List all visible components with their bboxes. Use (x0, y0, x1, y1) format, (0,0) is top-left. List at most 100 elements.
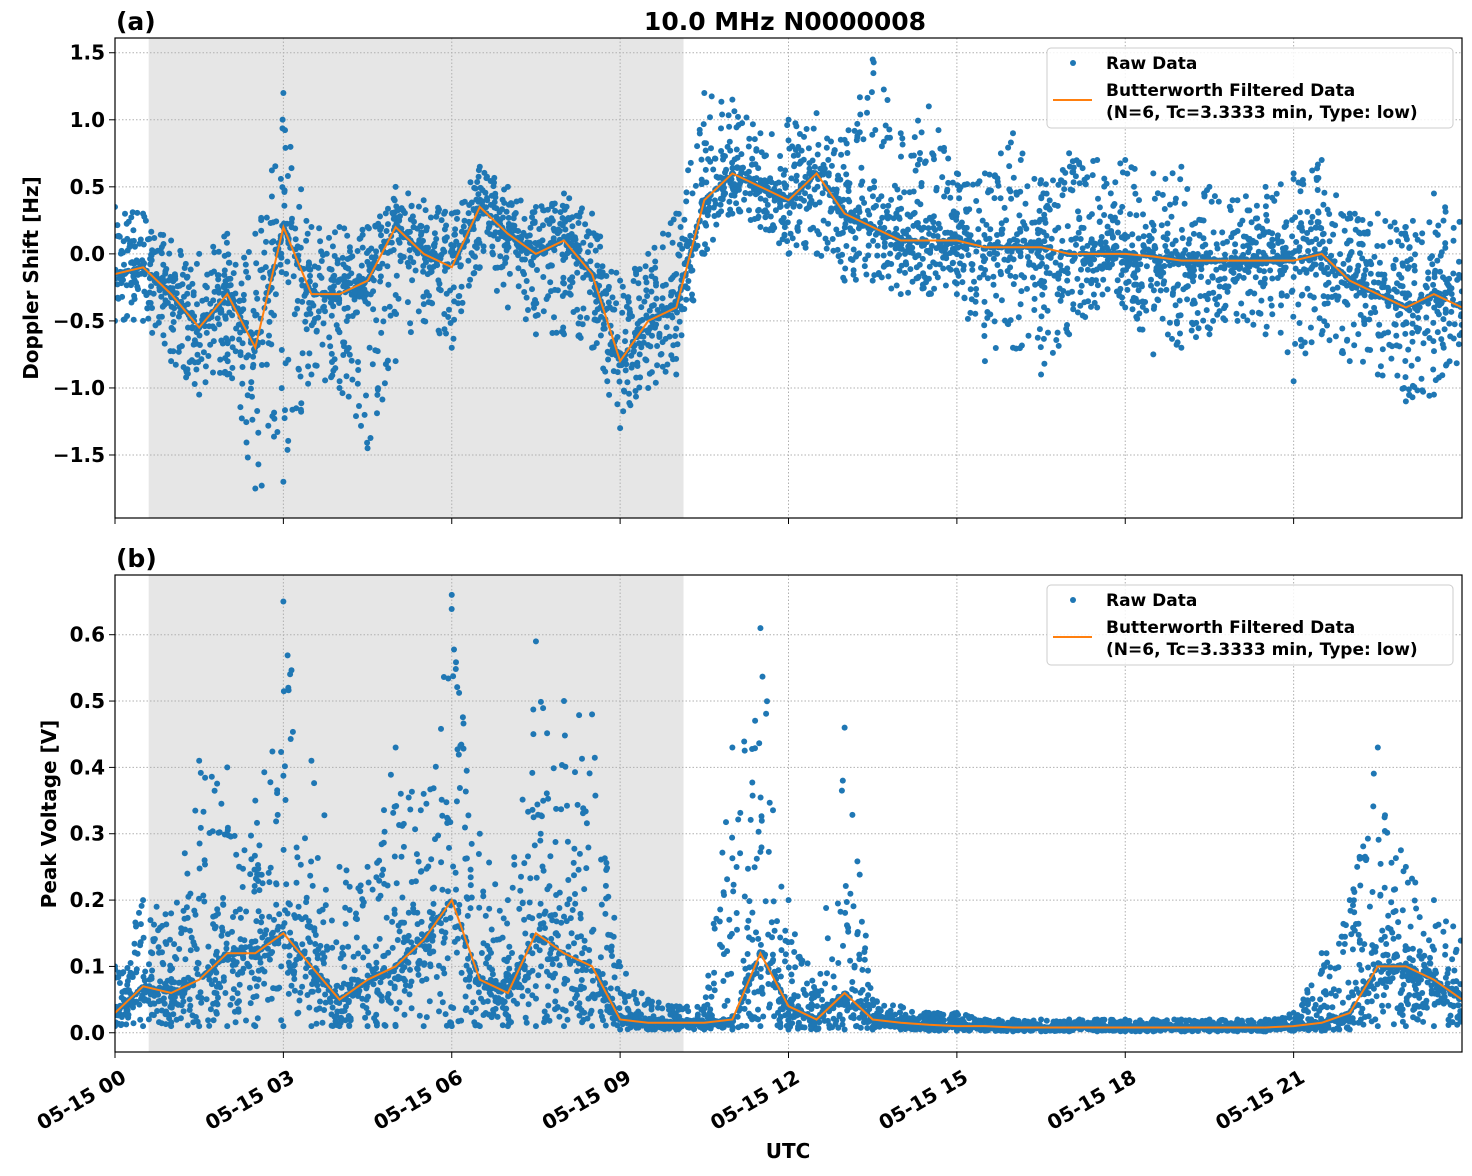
raw-data-point (1235, 197, 1241, 203)
raw-data-point (359, 263, 365, 269)
raw-data-point (368, 435, 374, 441)
raw-data-point (1361, 321, 1367, 327)
raw-data-point (251, 889, 257, 895)
raw-data-point (633, 361, 639, 367)
raw-data-point (1291, 378, 1297, 384)
raw-data-point (544, 296, 550, 302)
raw-data-point (643, 275, 649, 281)
raw-data-point (574, 307, 580, 313)
raw-data-point (926, 103, 932, 109)
raw-data-point (149, 330, 155, 336)
raw-data-point (605, 349, 611, 355)
raw-data-point (641, 299, 647, 305)
raw-data-point (233, 348, 239, 354)
raw-data-point (236, 998, 242, 1004)
raw-data-point (1363, 267, 1369, 273)
raw-data-point (1411, 263, 1417, 269)
raw-data-point (202, 775, 208, 781)
raw-data-point (146, 961, 152, 967)
raw-data-point (1010, 130, 1016, 136)
raw-data-point (1253, 216, 1259, 222)
raw-data-point (282, 187, 288, 193)
raw-data-point (501, 282, 507, 288)
raw-data-point (516, 283, 522, 289)
raw-data-point (835, 209, 841, 215)
raw-data-point (1085, 267, 1091, 273)
raw-data-point (987, 251, 993, 257)
raw-data-point (241, 255, 247, 261)
raw-data-point (244, 961, 250, 967)
raw-data-point (243, 269, 249, 275)
raw-data-point (356, 403, 362, 409)
raw-data-point (129, 300, 135, 306)
raw-data-point (283, 145, 289, 151)
raw-data-point (667, 334, 673, 340)
raw-data-point (215, 315, 221, 321)
raw-data-point (146, 236, 152, 242)
raw-data-point (1314, 177, 1320, 183)
raw-data-point (659, 303, 665, 309)
raw-data-point (1419, 230, 1425, 236)
raw-data-point (340, 255, 346, 261)
raw-data-point (1295, 302, 1301, 308)
raw-data-point (815, 152, 821, 158)
raw-data-point (854, 251, 860, 257)
raw-data-point (159, 244, 165, 250)
raw-data-point (327, 343, 333, 349)
raw-data-point (344, 348, 350, 354)
raw-data-point (981, 322, 987, 328)
raw-data-point (437, 330, 443, 336)
raw-data-point (1237, 264, 1243, 270)
raw-data-point (580, 321, 586, 327)
raw-data-point (128, 971, 134, 977)
raw-data-point (982, 256, 988, 262)
raw-data-point (191, 908, 197, 914)
raw-data-point (210, 244, 216, 250)
raw-data-point (181, 908, 187, 914)
raw-data-point (853, 277, 859, 283)
raw-data-point (626, 391, 632, 397)
raw-data-point (204, 996, 210, 1002)
raw-data-point (240, 884, 246, 890)
raw-data-point (1368, 310, 1374, 316)
raw-data-point (254, 983, 260, 989)
raw-data-point (185, 894, 191, 900)
raw-data-point (382, 306, 388, 312)
raw-data-point (1261, 268, 1267, 274)
raw-data-point (210, 921, 216, 927)
raw-data-point (1105, 286, 1111, 292)
raw-data-point (1136, 311, 1142, 317)
raw-data-point (815, 184, 821, 190)
raw-data-point (647, 308, 653, 314)
raw-data-point (1382, 218, 1388, 224)
raw-data-point (1264, 218, 1270, 224)
raw-data-point (567, 277, 573, 283)
raw-data-point (1057, 286, 1063, 292)
raw-data-point (1070, 301, 1076, 307)
raw-data-point (1044, 191, 1050, 197)
raw-data-point (914, 220, 920, 226)
raw-data-point (1124, 287, 1130, 293)
raw-data-point (170, 311, 176, 317)
raw-data-point (1426, 219, 1432, 225)
raw-data-point (1443, 310, 1449, 316)
raw-data-point (1069, 289, 1075, 295)
raw-data-point (363, 393, 369, 399)
raw-data-point (954, 244, 960, 250)
raw-data-point (1424, 285, 1430, 291)
raw-data-point (186, 284, 192, 290)
raw-data-point (252, 883, 258, 889)
raw-data-point (1415, 356, 1421, 362)
raw-data-point (458, 308, 464, 314)
raw-data-point (158, 294, 164, 300)
raw-data-point (874, 253, 880, 259)
raw-data-point (258, 228, 264, 234)
raw-data-point (423, 245, 429, 251)
raw-data-point (1304, 209, 1310, 215)
raw-data-point (568, 234, 574, 240)
raw-data-point (349, 253, 355, 259)
raw-data-point (201, 809, 207, 815)
raw-data-point (703, 167, 709, 173)
raw-data-point (285, 447, 291, 453)
raw-data-point (1161, 263, 1167, 269)
